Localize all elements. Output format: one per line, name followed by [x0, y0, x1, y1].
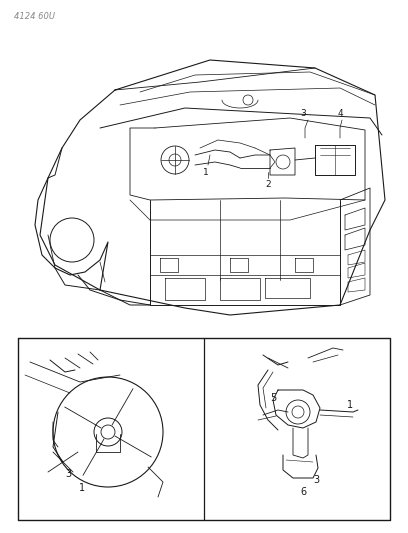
Text: 1: 1 — [203, 168, 209, 177]
Text: 1: 1 — [347, 400, 353, 410]
Text: 3: 3 — [65, 469, 71, 479]
Text: 6: 6 — [300, 487, 306, 497]
Text: 3: 3 — [313, 475, 319, 485]
Text: 2: 2 — [265, 180, 271, 189]
Text: 4: 4 — [337, 109, 343, 118]
Text: 4124 60U: 4124 60U — [14, 12, 55, 21]
Text: 1: 1 — [79, 483, 85, 493]
Text: 5: 5 — [270, 393, 276, 403]
Text: 3: 3 — [300, 109, 306, 118]
